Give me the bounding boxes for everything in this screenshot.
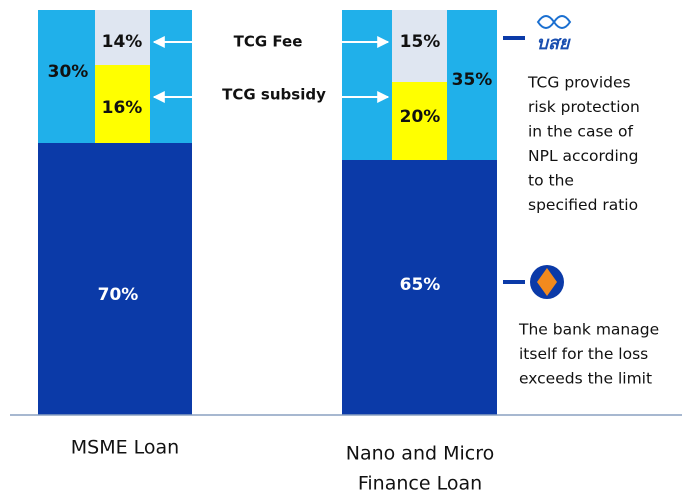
subsidy-annotation: TCG subsidy <box>222 86 326 104</box>
bank-share: 70% <box>98 285 139 305</box>
subsidy-value: 20% <box>400 107 441 127</box>
legend-text: to the <box>528 172 574 190</box>
legend-text: exceeds the limit <box>519 370 652 388</box>
bank-share: 65% <box>400 275 441 295</box>
bank-segment <box>342 160 497 415</box>
legend-text: NPL according <box>528 147 638 165</box>
subsidy-segment <box>392 82 447 160</box>
category-label: MSME Loan <box>71 437 179 459</box>
legend-text: specified ratio <box>528 196 638 214</box>
category-label: Finance Loan <box>358 473 482 495</box>
legend-text: The bank manage <box>518 321 659 339</box>
tcg-description: TCG provides risk protection in the case o… <box>527 74 640 215</box>
tcg-share: 35% <box>452 70 493 90</box>
fee-segment <box>392 10 447 82</box>
fee-value: 15% <box>400 32 441 52</box>
subsidy-value: 16% <box>102 98 143 118</box>
bank-segment <box>38 143 192 415</box>
category-label: Nano and Micro <box>346 443 494 465</box>
legend-text: in the case of <box>528 123 633 141</box>
fee-value: 14% <box>102 32 143 52</box>
tcg-share: 30% <box>48 62 89 82</box>
bank-description: The bank manage itself for the loss exceed… <box>518 321 659 388</box>
fee-segment <box>95 10 150 65</box>
legend-text: TCG provides <box>527 74 631 92</box>
label-bg <box>212 30 324 54</box>
subsidy-segment <box>95 65 150 143</box>
legend-text: itself for the loss <box>519 345 648 363</box>
tcg-logo: บสย <box>537 33 571 54</box>
tcg-logo-mark <box>536 15 572 29</box>
bank-logo-mark <box>537 268 557 296</box>
fee-annotation: TCG Fee <box>234 33 303 51</box>
legend-text: risk protection <box>528 98 640 116</box>
